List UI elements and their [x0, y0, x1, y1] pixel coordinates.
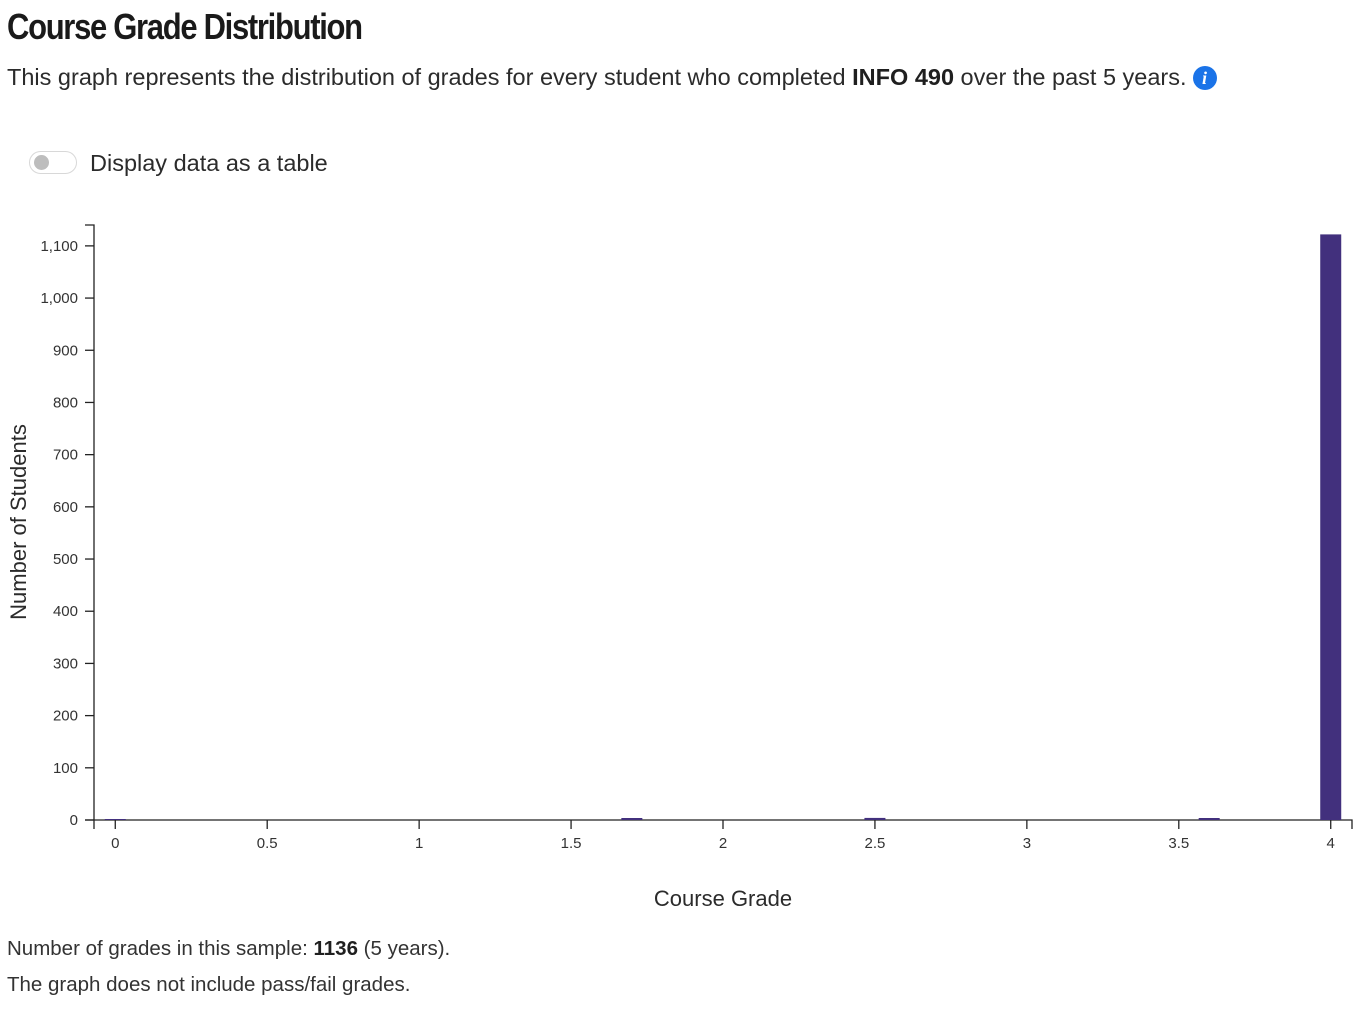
description-suffix: over the past 5 years.: [954, 64, 1187, 90]
info-icon[interactable]: i: [1192, 66, 1217, 90]
y-tick-label: 1,100: [40, 238, 78, 255]
x-tick-label: 0: [111, 835, 119, 852]
y-tick-label: 1,000: [40, 290, 78, 307]
x-tick-label: 2.5: [865, 835, 886, 852]
pass-fail-note: The graph does not include pass/fail gra…: [7, 973, 411, 996]
y-tick-label: 300: [53, 655, 78, 672]
y-tick-label: 700: [53, 447, 78, 464]
grade-bar[interactable]: [1320, 234, 1342, 821]
table-toggle-label[interactable]: Display data as a table: [90, 150, 328, 176]
y-tick-label: 0: [70, 812, 78, 829]
x-tick-label: 0.5: [257, 835, 278, 852]
grade-distribution-chart: 0 100 200 300 400 500 600 700 800 900 1,000 1,100 0…: [6, 224, 1353, 911]
x-tick-label: 3.5: [1168, 835, 1189, 852]
y-axis: 0 100 200 300 400 500 600 700 800 900 1,000 1,100: [40, 224, 95, 829]
page-description: This graph represents the distribution o…: [7, 64, 1217, 91]
sample-size-prefix: Number of grades in this sample:: [7, 937, 314, 960]
y-tick-label: 500: [53, 551, 78, 568]
sample-size-suffix: (5 years).: [357, 937, 451, 960]
sample-size-count: 1136: [313, 937, 358, 960]
x-axis-label: Course Grade: [654, 886, 792, 911]
y-tick-label: 200: [53, 708, 78, 725]
y-axis-label: Number of Students: [6, 424, 31, 620]
x-tick-label: 4: [1327, 835, 1335, 852]
y-tick-label: 900: [53, 342, 78, 359]
grade-bar[interactable]: [104, 819, 126, 820]
y-tick-label: 100: [53, 760, 78, 777]
y-tick-label: 400: [53, 603, 78, 620]
y-tick-label: 600: [53, 499, 78, 516]
toggle-knob: [34, 155, 49, 170]
bars: [104, 234, 1342, 821]
x-tick-label: 1: [415, 835, 423, 852]
sample-size-text: Number of grades in this sample: 1136 (5…: [7, 937, 450, 961]
page-title: Course Grade Distribution: [7, 6, 363, 47]
x-tick-label: 1.5: [561, 835, 582, 852]
table-toggle-switch[interactable]: [29, 151, 77, 174]
course-code: INFO 490: [852, 64, 955, 90]
y-tick-label: 800: [53, 394, 78, 411]
y-axis-line: [85, 224, 95, 821]
grade-bar[interactable]: [864, 817, 886, 820]
x-axis: 0 0.5 1 1.5 2 2.5 3 3.5 4: [93, 819, 1353, 852]
grade-bar[interactable]: [1198, 818, 1220, 820]
x-tick-label: 2: [719, 835, 727, 852]
x-tick-label: 3: [1023, 835, 1031, 852]
description-prefix: This graph represents the distribution o…: [7, 64, 853, 90]
grade-bar[interactable]: [621, 818, 643, 820]
